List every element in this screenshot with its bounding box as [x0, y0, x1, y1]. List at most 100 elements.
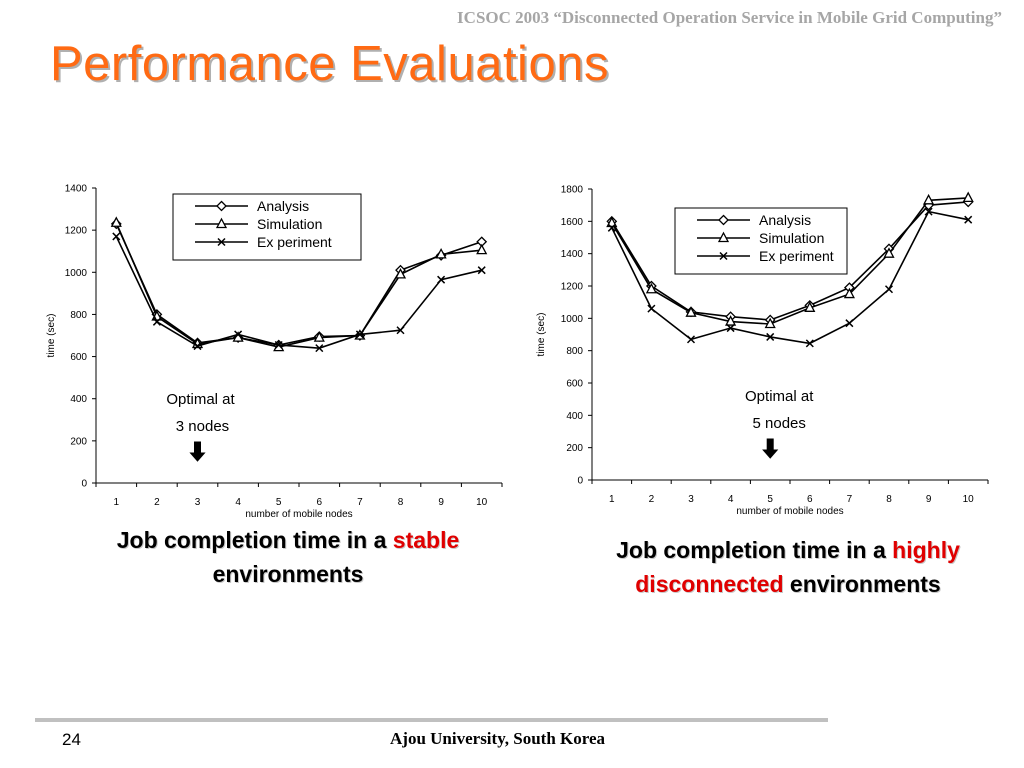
y-tick-label: 0 — [577, 476, 583, 487]
optimal-annotation: Optimal at 5 nodes — [745, 388, 814, 459]
y-tick-label: 1200 — [65, 226, 88, 237]
x-tick-label: 6 — [317, 497, 323, 508]
y-tick-label: 1600 — [561, 217, 584, 228]
legend-label: Simulation — [759, 230, 824, 246]
data-point — [394, 268, 407, 279]
data-point — [883, 247, 895, 258]
annotation-line-2: 5 nodes — [753, 415, 806, 432]
data-point — [845, 319, 854, 328]
data-point — [437, 275, 446, 284]
series-simulation — [606, 191, 974, 329]
chart-stable: 0 200 400 600 800 1000 1200 1400 1 2 3 4 5 6 7 8 9 10 numb… — [46, 184, 503, 520]
data-point — [924, 207, 933, 216]
data-point — [686, 335, 696, 344]
caption-prefix: Job completion time in a — [116, 527, 393, 553]
x-tick-label: 2 — [649, 494, 655, 505]
data-point — [315, 344, 324, 353]
footer-divider — [35, 718, 828, 722]
x-tick-label: 2 — [154, 497, 160, 508]
x-tick-label: 7 — [357, 497, 363, 508]
x-tick-label: 7 — [847, 494, 853, 505]
data-point — [884, 285, 894, 294]
y-tick-label: 400 — [70, 394, 87, 405]
y-tick-label: 1400 — [65, 184, 88, 195]
caption-suffix: environments — [212, 561, 364, 587]
legend-box — [172, 193, 362, 261]
data-point — [843, 287, 855, 299]
caption-suffix: environments — [789, 571, 941, 597]
data-point — [726, 324, 735, 333]
down-arrow-icon — [189, 441, 206, 462]
caption-prefix: Job completion time in a — [616, 537, 893, 563]
data-point — [313, 331, 325, 342]
legend-label: Ex periment — [257, 234, 332, 250]
data-point — [396, 326, 405, 335]
data-point — [193, 342, 202, 351]
y-tick-label: 0 — [81, 479, 87, 490]
caption-highlight: stable — [392, 527, 460, 553]
x-tick-label: 3 — [688, 494, 694, 505]
data-point — [112, 232, 121, 241]
x-axis-label: number of mobile nodes — [245, 509, 352, 520]
page-number: 24 — [62, 730, 81, 749]
data-point — [645, 282, 657, 294]
legend-marker — [717, 231, 730, 243]
x-tick-label: 1 — [114, 497, 120, 508]
y-tick-label: 1000 — [561, 314, 584, 325]
y-tick-label: 1200 — [561, 282, 584, 293]
data-point — [110, 216, 122, 227]
legend-marker — [216, 200, 227, 212]
x-tick-label: 10 — [476, 497, 488, 508]
legend-label: Analysis — [759, 212, 811, 228]
y-tick-label: 800 — [566, 346, 583, 357]
data-point — [355, 330, 364, 339]
data-point — [477, 266, 486, 275]
data-point — [804, 301, 816, 312]
data-point — [725, 315, 737, 326]
data-point — [764, 317, 776, 329]
caption-stable: Job completion time in a stable environme… — [40, 523, 536, 591]
x-tick-label: 9 — [926, 494, 932, 505]
x-tick-label: 5 — [276, 497, 282, 508]
x-tick-label: 10 — [963, 494, 975, 505]
data-point — [647, 304, 656, 313]
legend-marker — [719, 251, 728, 261]
data-point — [274, 340, 283, 350]
legend-marker — [718, 214, 729, 226]
series-line — [611, 210, 969, 345]
legend-label: Simulation — [257, 216, 322, 232]
legend-marker — [217, 237, 226, 247]
caption-disconnected: Job completion time in a highly disconne… — [540, 533, 1024, 601]
data-point — [476, 243, 488, 255]
y-tick-label: 200 — [70, 436, 87, 447]
chart-disconnected: 0 200 400 600 800 1000 1200 1400 1600 1800 1 2 3 4 5 6 7… — [536, 185, 989, 517]
legend-marker — [215, 217, 228, 229]
x-tick-label: 9 — [438, 497, 444, 508]
data-point — [152, 317, 161, 326]
x-axis-label: number of mobile nodes — [736, 506, 843, 517]
y-tick-label: 1000 — [65, 268, 88, 279]
series-ex-periment — [112, 232, 486, 353]
footer-organization: Ajou University, South Korea — [390, 729, 606, 748]
x-tick-label: 8 — [398, 497, 404, 508]
series-line — [115, 222, 482, 348]
legend-label: Ex periment — [759, 248, 834, 264]
data-point — [685, 306, 697, 317]
x-tick-label: 1 — [609, 494, 615, 505]
series-ex-periment — [607, 207, 973, 348]
x-tick-label: 4 — [728, 494, 734, 505]
series-simulation — [110, 216, 488, 352]
annotation-line-2: 3 nodes — [176, 418, 229, 435]
y-axis-label: time (sec) — [46, 314, 57, 358]
data-point — [766, 332, 775, 341]
optimal-annotation: Optimal at 3 nodes — [166, 391, 236, 462]
series-line — [611, 197, 969, 325]
y-tick-label: 1400 — [561, 249, 584, 260]
y-axis-label: time (sec) — [536, 313, 547, 357]
y-tick-label: 400 — [566, 411, 583, 422]
data-point — [964, 215, 973, 224]
y-tick-label: 600 — [566, 379, 583, 390]
x-tick-label: 8 — [886, 494, 892, 505]
y-tick-label: 1800 — [561, 185, 584, 196]
x-tick-label: 6 — [807, 494, 813, 505]
